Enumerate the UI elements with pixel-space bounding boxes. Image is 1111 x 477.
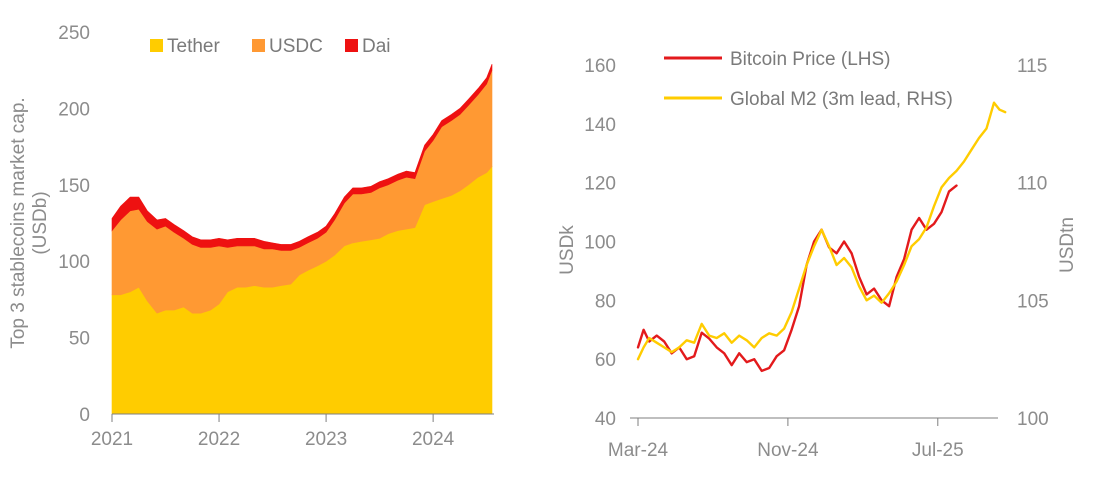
legend-label: Tether xyxy=(167,36,220,57)
y-right-tick-label: 110 xyxy=(1017,174,1047,195)
x-tick-label: 2023 xyxy=(305,429,347,450)
y-left-tick-label: 120 xyxy=(584,174,616,195)
y-left-tick-label: 40 xyxy=(595,409,616,430)
legend-label: Bitcoin Price (LHS) xyxy=(730,49,891,70)
legend-swatch xyxy=(252,39,265,52)
x-tick-label: Nov-24 xyxy=(757,440,819,461)
legend-label: Global M2 (3m lead, RHS) xyxy=(730,89,953,110)
global-m2-line xyxy=(636,101,1007,361)
y-right-tick-label: 115 xyxy=(1017,56,1047,77)
y-axis-title-line: (USDb) xyxy=(30,191,51,254)
y-left-axis-title: USDk xyxy=(557,225,578,275)
x-tick-label: Jul-25 xyxy=(912,440,964,461)
legend-swatch xyxy=(150,39,163,52)
y-tick-label: 50 xyxy=(69,329,90,350)
legend-label: USDC xyxy=(269,36,323,57)
y-tick-label: 100 xyxy=(58,252,90,273)
y-left-tick-label: 100 xyxy=(584,233,616,254)
y-tick-label: 0 xyxy=(79,405,90,426)
y-tick-label: 200 xyxy=(58,99,90,120)
area-dai xyxy=(111,63,493,251)
y-tick-label: 250 xyxy=(58,23,90,44)
x-tick-label: 2022 xyxy=(198,429,240,450)
y-left-tick-label: 160 xyxy=(584,56,616,77)
x-tick-label: 2024 xyxy=(412,429,455,450)
y-right-tick-label: 105 xyxy=(1017,291,1049,312)
legend-label: Dai xyxy=(362,36,391,57)
legend-swatch xyxy=(345,39,358,52)
y-axis-title: Top 3 stablecoins market cap.(USDb) xyxy=(8,97,51,348)
x-tick-label: 2021 xyxy=(91,429,133,450)
y-left-tick-label: 60 xyxy=(595,350,616,371)
y-left-tick-label: 80 xyxy=(595,291,616,312)
bitcoin-price-line xyxy=(636,184,958,373)
y-axis-title-line: Top 3 stablecoins market cap. xyxy=(8,97,29,348)
y-right-axis-title: USDtn xyxy=(1057,217,1078,273)
bitcoin-m2-line-chart: Mar-24 Nov-24 Jul-25 40 60 80 100 120 140 160 100 1… xyxy=(557,49,1078,461)
x-tick-label: Mar-24 xyxy=(608,440,669,461)
stablecoin-area-chart: 2021 2022 2023 2024 0 50 100 150 200 250 Top 3 sta… xyxy=(8,23,494,450)
y-tick-label: 150 xyxy=(58,176,90,197)
y-left-tick-label: 140 xyxy=(584,115,616,136)
y-right-tick-label: 100 xyxy=(1017,409,1049,430)
